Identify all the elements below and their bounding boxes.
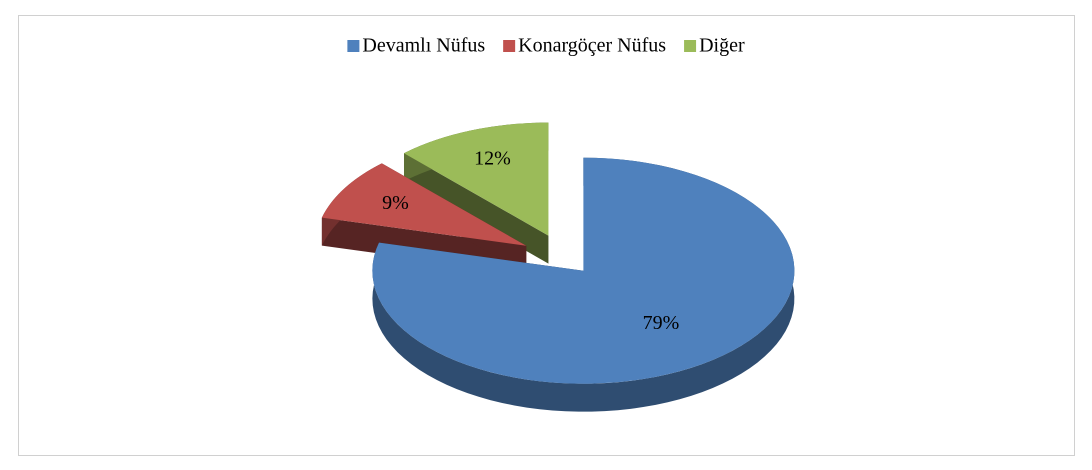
slice-side bbox=[403, 153, 549, 264]
pie: 12% 9% 79% bbox=[321, 122, 795, 412]
legend: Devamlı Nüfus Konargöçer Nüfus Diğer bbox=[347, 35, 745, 57]
legend-label: Konargöçer Nüfus bbox=[518, 35, 666, 57]
slice bbox=[372, 157, 795, 384]
data-label: 9% bbox=[382, 192, 409, 214]
legend-swatch bbox=[347, 40, 360, 52]
data-label: 12% bbox=[474, 148, 511, 170]
legend-swatch bbox=[684, 40, 697, 52]
legend-label: Devamlı Nüfus bbox=[362, 35, 485, 57]
data-label: 79% bbox=[643, 312, 680, 334]
legend-swatch bbox=[503, 40, 516, 52]
slice bbox=[321, 163, 527, 246]
legend-label: Diğer bbox=[699, 35, 745, 57]
slice bbox=[403, 122, 549, 236]
